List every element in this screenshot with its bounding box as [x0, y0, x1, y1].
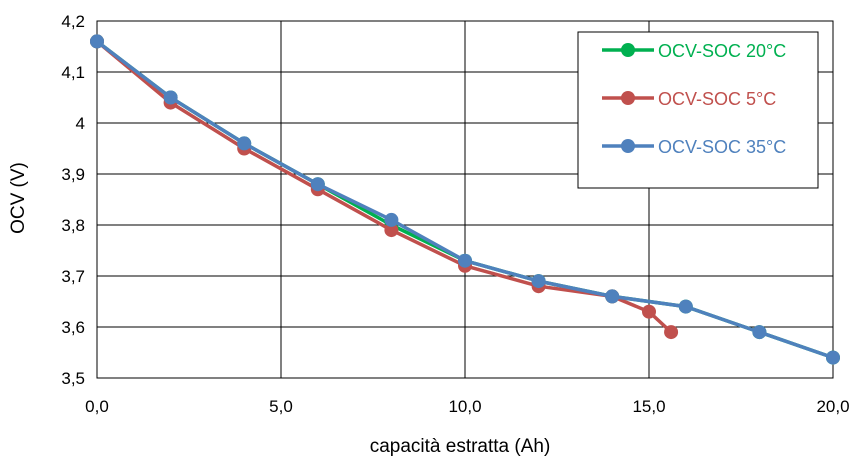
x-tick-labels: 0,0 5,0 10,0 15,0 20,0 [85, 397, 849, 416]
legend-marker [621, 91, 635, 105]
y-tick-label: 4 [76, 114, 85, 133]
data-point [237, 136, 252, 151]
series-3 [90, 34, 840, 365]
legend-box [577, 31, 819, 189]
y-tick-label: 3,9 [61, 165, 85, 184]
y-tick-labels: 3,5 3,6 3,7 3,8 3,9 4 4,1 4,2 [61, 12, 85, 388]
legend-label: OCV-SOC 35°C [658, 137, 786, 157]
legend-marker [621, 139, 635, 153]
data-point [458, 253, 472, 268]
data-point [605, 289, 620, 304]
data-point [664, 325, 679, 340]
data-point [163, 90, 178, 105]
data-point [826, 350, 840, 365]
y-tick-label: 3,5 [61, 369, 85, 388]
x-tick-label: 15,0 [632, 397, 665, 416]
y-tick-label: 4,2 [61, 12, 85, 31]
data-point [90, 34, 104, 49]
data-point [310, 177, 325, 192]
data-point [678, 299, 693, 314]
series-layer [90, 34, 840, 365]
x-tick-label: 5,0 [269, 397, 293, 416]
x-axis-label: capacità estratta (Ah) [370, 436, 551, 457]
legend-item: OCV-SOC 5°C [602, 89, 776, 109]
data-point [531, 274, 546, 289]
legend-item: OCV-SOC 35°C [602, 137, 786, 157]
legend-label: OCV-SOC 20°C [658, 41, 786, 61]
x-tick-label: 20,0 [816, 397, 849, 416]
x-tick-label: 10,0 [448, 397, 481, 416]
legend: OCV-SOC 20°C OCV-SOC 5°C OCV-SOC 35°C [577, 31, 819, 189]
x-tick-label: 0,0 [85, 397, 109, 416]
series-line [95, 40, 673, 334]
legend-item: OCV-SOC 20°C [602, 41, 786, 61]
data-point [384, 212, 399, 227]
y-axis-label: OCV (V) [8, 162, 29, 234]
y-tick-label: 3,6 [61, 318, 85, 337]
data-point [752, 325, 767, 340]
legend-marker [621, 43, 635, 57]
plot-area-frame [96, 20, 834, 379]
y-tick-label: 4,1 [61, 63, 85, 82]
data-point [642, 304, 656, 319]
y-tick-label: 3,7 [61, 267, 85, 286]
data-point [384, 223, 399, 238]
y-tick-label: 3,8 [61, 216, 85, 235]
legend-label: OCV-SOC 5°C [658, 89, 776, 109]
